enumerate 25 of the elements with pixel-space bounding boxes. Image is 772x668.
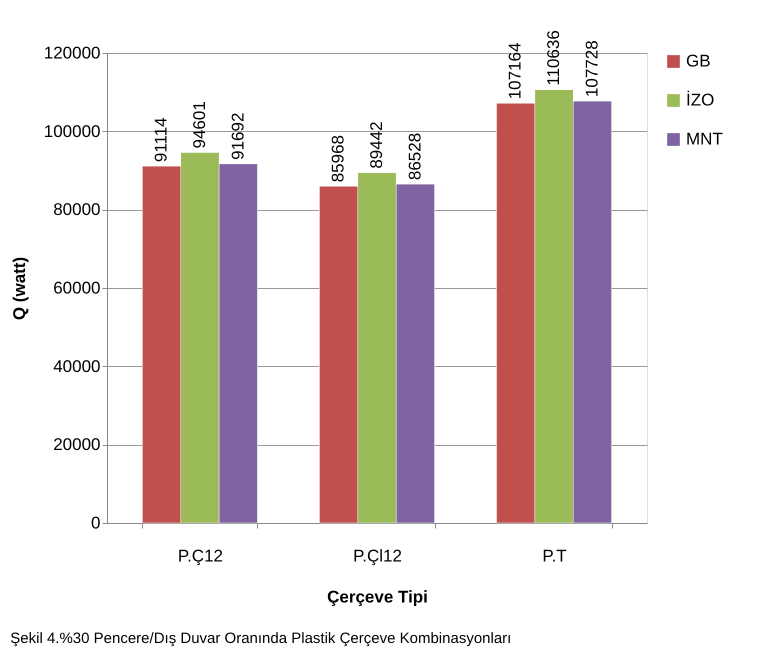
legend-label: İZO bbox=[686, 90, 714, 110]
y-tick-label: 120000 bbox=[44, 44, 100, 62]
legend-label: GB bbox=[686, 52, 711, 70]
y-tick-label: 0 bbox=[91, 514, 100, 532]
data-label: 94601 bbox=[190, 101, 209, 148]
text: Şekil 4.%30 Pencere/Dış Duvar Oranında Plastik Çerçeve Kombinasyonları bbox=[10, 630, 512, 647]
x-tick-label: P.T bbox=[542, 546, 567, 566]
y-tick-label: 20000 bbox=[53, 435, 100, 454]
data-label: 107164 bbox=[506, 42, 525, 100]
data-label: 85968 bbox=[328, 135, 348, 182]
y-tick-label: 40000 bbox=[53, 356, 100, 376]
data-label: 89442 bbox=[367, 121, 386, 169]
data-label: 107728 bbox=[582, 40, 602, 98]
x-tick-label: P.Çl12 bbox=[353, 546, 402, 566]
legend-label: MNT bbox=[686, 130, 723, 148]
data-label: 86528 bbox=[405, 132, 424, 180]
y-tick-label: 100000 bbox=[44, 122, 100, 141]
data-label: 91114 bbox=[152, 117, 171, 162]
y-tick-label: 80000 bbox=[53, 200, 100, 220]
x-tick-label: P.Ç12 bbox=[178, 546, 223, 566]
data-label: 91692 bbox=[228, 112, 248, 160]
y-tick-label: 60000 bbox=[53, 278, 100, 298]
y-axis-title: Q (watt) bbox=[10, 256, 29, 320]
data-label: 110636 bbox=[544, 30, 564, 86]
x-axis-title: Çerçeve Tipi bbox=[327, 588, 428, 606]
